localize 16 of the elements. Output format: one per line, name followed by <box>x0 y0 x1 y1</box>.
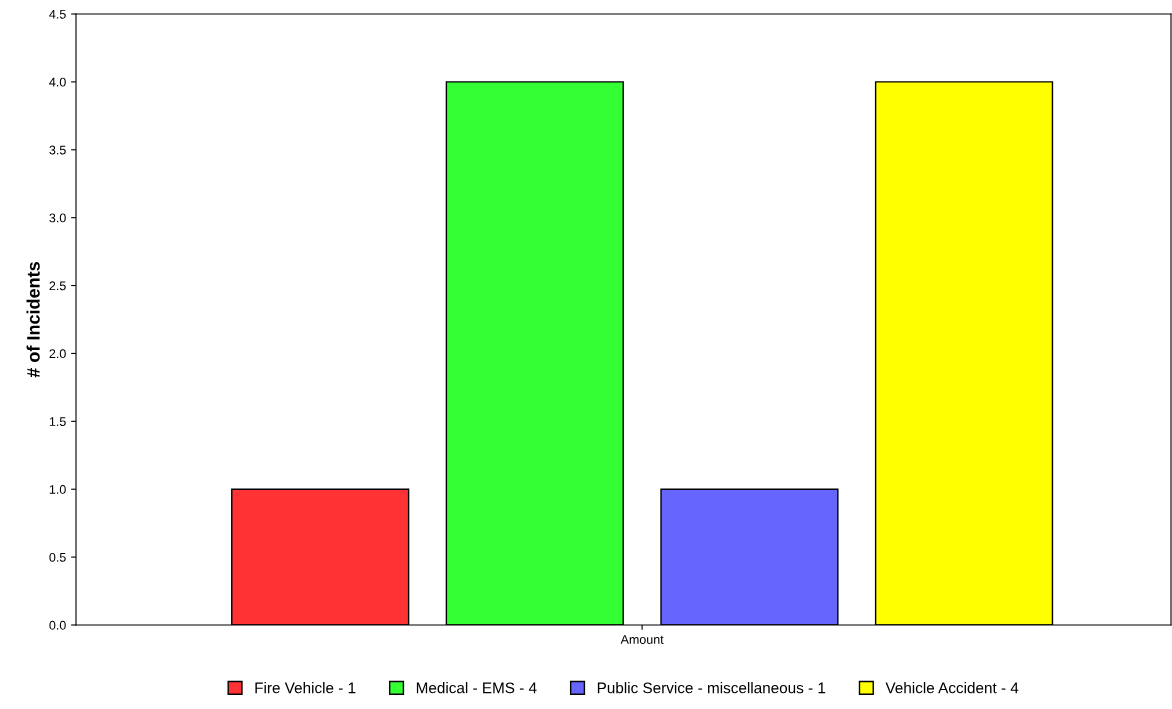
legend-label: Vehicle Accident - 4 <box>885 682 1019 694</box>
y-axis-title: # of Incidents <box>26 262 40 378</box>
y-tick-label: 4.5 <box>49 9 66 19</box>
legend-label: Medical - EMS - 4 <box>416 682 537 694</box>
legend-label: Fire Vehicle - 1 <box>255 682 356 694</box>
y-tick-label: 3.5 <box>49 145 66 155</box>
y-tick-label: 3.0 <box>49 213 66 223</box>
y-tick-label: 0.0 <box>49 620 66 630</box>
y-tick-label: 2.5 <box>49 281 66 291</box>
y-tick-label: 0.5 <box>49 552 66 562</box>
y-tick-label: 1.5 <box>49 417 66 426</box>
y-tick-label: 2.0 <box>49 349 66 359</box>
legend-label: Public Service - miscellaneous - 1 <box>597 682 826 694</box>
y-tick-label: 1.0 <box>49 485 66 494</box>
x-tick-label: Amount <box>620 635 664 644</box>
y-tick-label: 4.0 <box>49 77 66 87</box>
